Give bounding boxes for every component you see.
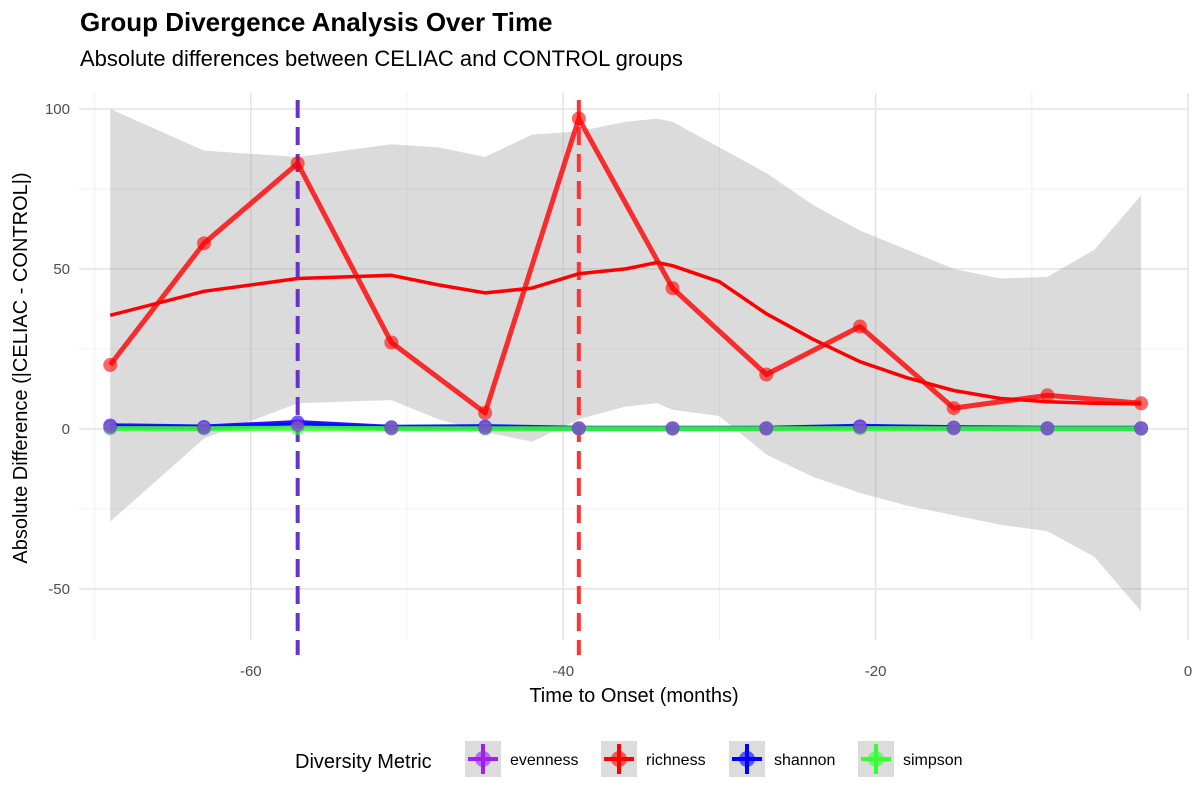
richness-smooth-line	[109, 260, 1142, 406]
richness-point	[196, 236, 211, 251]
evenness-point	[196, 420, 211, 435]
richness-point	[759, 367, 774, 382]
x-tick-label: 0	[1184, 663, 1192, 680]
richness-point	[852, 319, 867, 334]
richness-point	[384, 335, 399, 350]
legend-key-point	[611, 751, 627, 767]
y-tick-label: 50	[53, 261, 70, 278]
evenness-point	[946, 421, 961, 436]
evenness-point	[384, 421, 399, 436]
y-tick-label: 0	[62, 421, 70, 438]
richness-point	[478, 405, 493, 420]
legend: Diversity Metric evenness richness shannon…	[295, 741, 963, 777]
y-tick-label: -50	[48, 581, 70, 598]
x-tick-label: -60	[240, 663, 262, 680]
legend-label-richness: richness	[646, 752, 706, 769]
evenness-point	[1134, 421, 1149, 436]
x-tick-label: -40	[552, 663, 574, 680]
y-axis-title: Absolute Difference (|CELIAC - CONTROL|)	[10, 172, 32, 563]
simpson-line	[110, 425, 1142, 432]
y-tick-label: 100	[45, 101, 70, 118]
richness-point	[665, 281, 680, 296]
richness-point	[946, 401, 961, 416]
evenness-point	[290, 418, 305, 433]
axis-ticks: -60 -40 -20 0 100 50 0 -50	[45, 101, 1192, 680]
evenness-point	[1040, 421, 1055, 436]
data-points	[103, 111, 1149, 436]
reference-lines	[295, 100, 581, 655]
legend-label-evenness: evenness	[510, 752, 579, 769]
legend-key-point	[868, 751, 884, 767]
richness-line	[108, 116, 1142, 416]
series-lines	[108, 116, 1142, 432]
legend-key-point	[739, 751, 755, 767]
legend-label-simpson: simpson	[903, 752, 963, 769]
evenness-point	[571, 421, 586, 436]
evenness-point	[665, 421, 680, 436]
richness-point	[1134, 396, 1149, 411]
richness-point	[571, 111, 586, 126]
chart-subtitle: Absolute differences between CELIAC and …	[80, 46, 683, 71]
legend-title: Diversity Metric	[295, 751, 432, 773]
evenness-point	[759, 421, 774, 436]
richness-point	[290, 156, 305, 171]
smooth-line	[109, 260, 1142, 406]
evenness-point	[478, 420, 493, 435]
chart-title: Group Divergence Analysis Over Time	[80, 7, 553, 37]
confidence-band	[110, 109, 1142, 612]
evenness-point	[852, 420, 867, 435]
x-axis-title: Time to Onset (months)	[529, 685, 738, 707]
richness-point	[1040, 388, 1055, 403]
legend-label-shannon: shannon	[774, 752, 835, 769]
richness-ci-band	[110, 109, 1142, 612]
x-tick-label: -20	[865, 663, 887, 680]
legend-key-point	[475, 751, 491, 767]
evenness-point	[103, 420, 118, 435]
richness-point	[103, 357, 118, 372]
